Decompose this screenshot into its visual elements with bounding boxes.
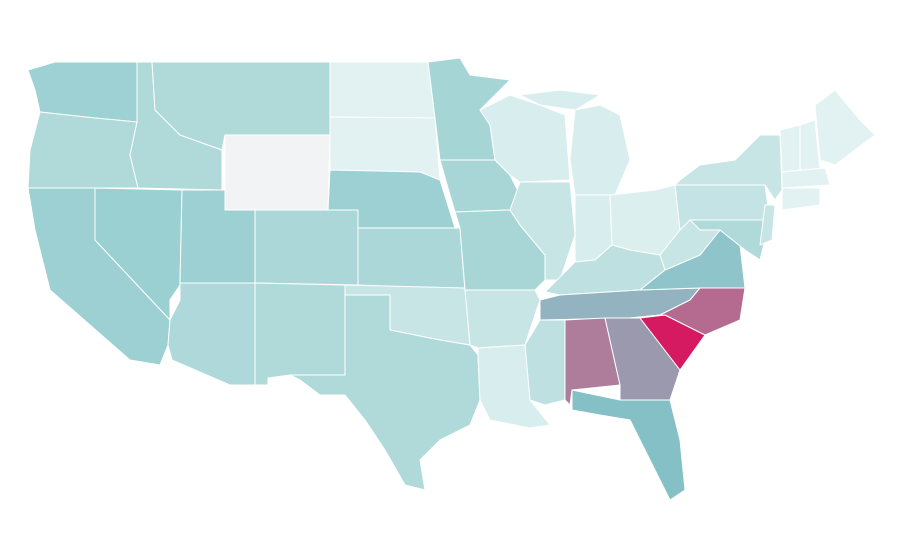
- state: [779, 124, 801, 173]
- state: [569, 104, 631, 196]
- state: [167, 282, 256, 386]
- state: [329, 61, 436, 119]
- state: [519, 89, 601, 111]
- state: [254, 209, 359, 286]
- state: [781, 187, 821, 211]
- state: [814, 89, 876, 166]
- state: [509, 181, 576, 281]
- state: [629, 287, 746, 336]
- state: [674, 134, 783, 201]
- state: [479, 94, 571, 183]
- state: [224, 134, 331, 211]
- state: [759, 204, 776, 246]
- state: [781, 167, 831, 189]
- state: [27, 111, 139, 189]
- state: [289, 294, 481, 491]
- state: [357, 227, 466, 291]
- state: [254, 282, 346, 386]
- state: [524, 319, 566, 406]
- state: [571, 389, 686, 501]
